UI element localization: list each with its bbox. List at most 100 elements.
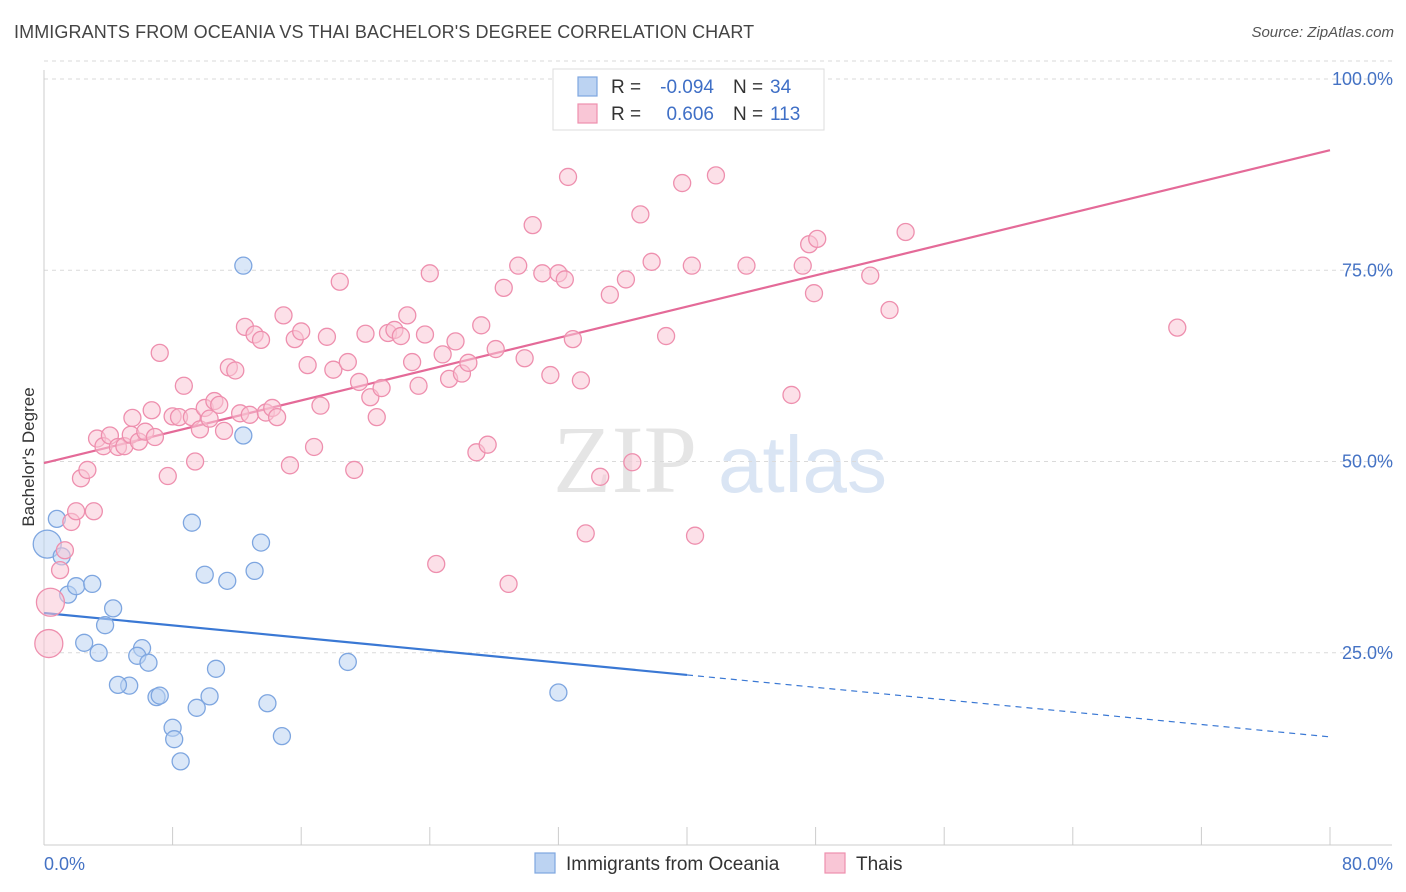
- thai-point: [459, 353, 478, 372]
- thai-point: [415, 325, 435, 344]
- thai-point: [298, 355, 317, 375]
- thai-point: [571, 371, 591, 390]
- thai-point: [631, 205, 650, 224]
- chart-title: IMMIGRANTS FROM OCEANIA VS THAI BACHELOR…: [14, 22, 755, 42]
- thai-point: [555, 270, 574, 289]
- thai-point: [420, 264, 439, 283]
- thai-point: [558, 167, 578, 187]
- thai-point: [338, 352, 357, 372]
- oceania-point: [67, 577, 86, 596]
- thai-point: [523, 215, 542, 235]
- thai-point: [185, 452, 205, 471]
- thai-point: [292, 322, 311, 341]
- oceania-point: [218, 571, 237, 590]
- oceania-point: [95, 616, 115, 635]
- oceania-point: [139, 653, 158, 672]
- n-label: N =: [733, 104, 763, 125]
- r-value: 0.606: [666, 104, 714, 125]
- thai-point: [251, 330, 271, 350]
- thai-point: [591, 467, 610, 486]
- thai-point: [330, 272, 349, 291]
- oceania-point: [182, 513, 202, 532]
- stats-legend: R = -0.094 N = 34 R = 0.606 N = 113: [552, 68, 825, 131]
- n-value: 34: [770, 77, 792, 98]
- thai-point: [706, 166, 726, 185]
- oceania-point: [206, 659, 226, 678]
- thai-point: [804, 284, 824, 303]
- stats-legend-box: [552, 68, 825, 131]
- thai-point: [793, 256, 812, 275]
- oceania-point: [89, 643, 108, 662]
- y-axis-label: Bachelor's Degree: [19, 387, 38, 526]
- y-tick-label: 75.0%: [1342, 260, 1393, 280]
- oceania-trendline-extension: [686, 674, 1331, 738]
- thai-point: [391, 326, 411, 346]
- thai-point: [280, 456, 300, 475]
- thai-point: [210, 395, 229, 415]
- thai-point: [240, 405, 259, 424]
- oceania-point: [251, 533, 271, 552]
- oceania-point: [187, 698, 206, 717]
- oceania-point: [234, 426, 253, 445]
- thai-point: [200, 409, 219, 428]
- thai-point: [67, 502, 86, 521]
- oceania-point: [195, 565, 214, 584]
- source-label: Source: ZipAtlas.com: [1251, 24, 1394, 41]
- thai-point: [50, 560, 70, 580]
- thai-point: [896, 222, 915, 242]
- oceania-point: [200, 687, 219, 706]
- x-tick-labels: 0.0% 80.0%: [44, 854, 1393, 874]
- thai-point: [274, 306, 293, 325]
- pink-legend-swatch: [577, 103, 598, 124]
- blue-series-swatch: [534, 852, 556, 874]
- blue-legend-swatch: [577, 76, 598, 97]
- gridlines: [44, 60, 1392, 654]
- thai-point: [214, 421, 234, 441]
- thai-point: [880, 300, 899, 320]
- thai-point: [533, 264, 552, 283]
- thai-point: [642, 252, 661, 271]
- oceania-point: [150, 686, 169, 705]
- thai-point: [398, 306, 417, 325]
- thai-point: [35, 587, 66, 617]
- thai-point: [145, 427, 165, 447]
- thai-point: [1168, 318, 1187, 337]
- thai-point: [324, 360, 343, 379]
- oceania-point: [165, 730, 184, 749]
- y-tick-label: 100.0%: [1332, 69, 1393, 89]
- oceania-point: [108, 675, 128, 695]
- thai-point: [861, 266, 880, 285]
- thai-point: [433, 345, 452, 364]
- thai-point: [174, 376, 194, 395]
- oceania-point: [258, 694, 277, 713]
- thai-point: [402, 352, 422, 372]
- thai-point: [367, 407, 386, 427]
- y-tick-label: 50.0%: [1342, 452, 1393, 472]
- thai-point: [541, 365, 560, 385]
- x-tick-label: 0.0%: [44, 854, 85, 874]
- thai-point: [509, 256, 528, 275]
- thai-point: [563, 329, 583, 349]
- thai-point: [372, 378, 391, 398]
- thai-point: [499, 574, 518, 594]
- oceania-trendline: [43, 611, 688, 677]
- thai-point: [486, 339, 505, 359]
- thai-point: [446, 332, 465, 351]
- thai-point: [623, 453, 642, 472]
- oceania-point: [103, 599, 123, 618]
- r-value: -0.094: [660, 77, 714, 98]
- oceania-point: [171, 752, 190, 771]
- x-tick-label: 80.0%: [1342, 854, 1393, 874]
- thai-point: [682, 256, 701, 275]
- thai-point: [409, 376, 428, 395]
- thai-point: [478, 435, 497, 454]
- thai-point: [349, 372, 369, 392]
- thai-point: [515, 349, 534, 368]
- pink-series-swatch: [824, 852, 846, 874]
- thai-point: [78, 460, 97, 480]
- series-legend-label: Thais: [856, 854, 902, 875]
- thai-point: [150, 343, 169, 363]
- thai-point: [267, 407, 287, 427]
- thai-point: [576, 524, 595, 543]
- y-tick-label: 25.0%: [1342, 643, 1393, 663]
